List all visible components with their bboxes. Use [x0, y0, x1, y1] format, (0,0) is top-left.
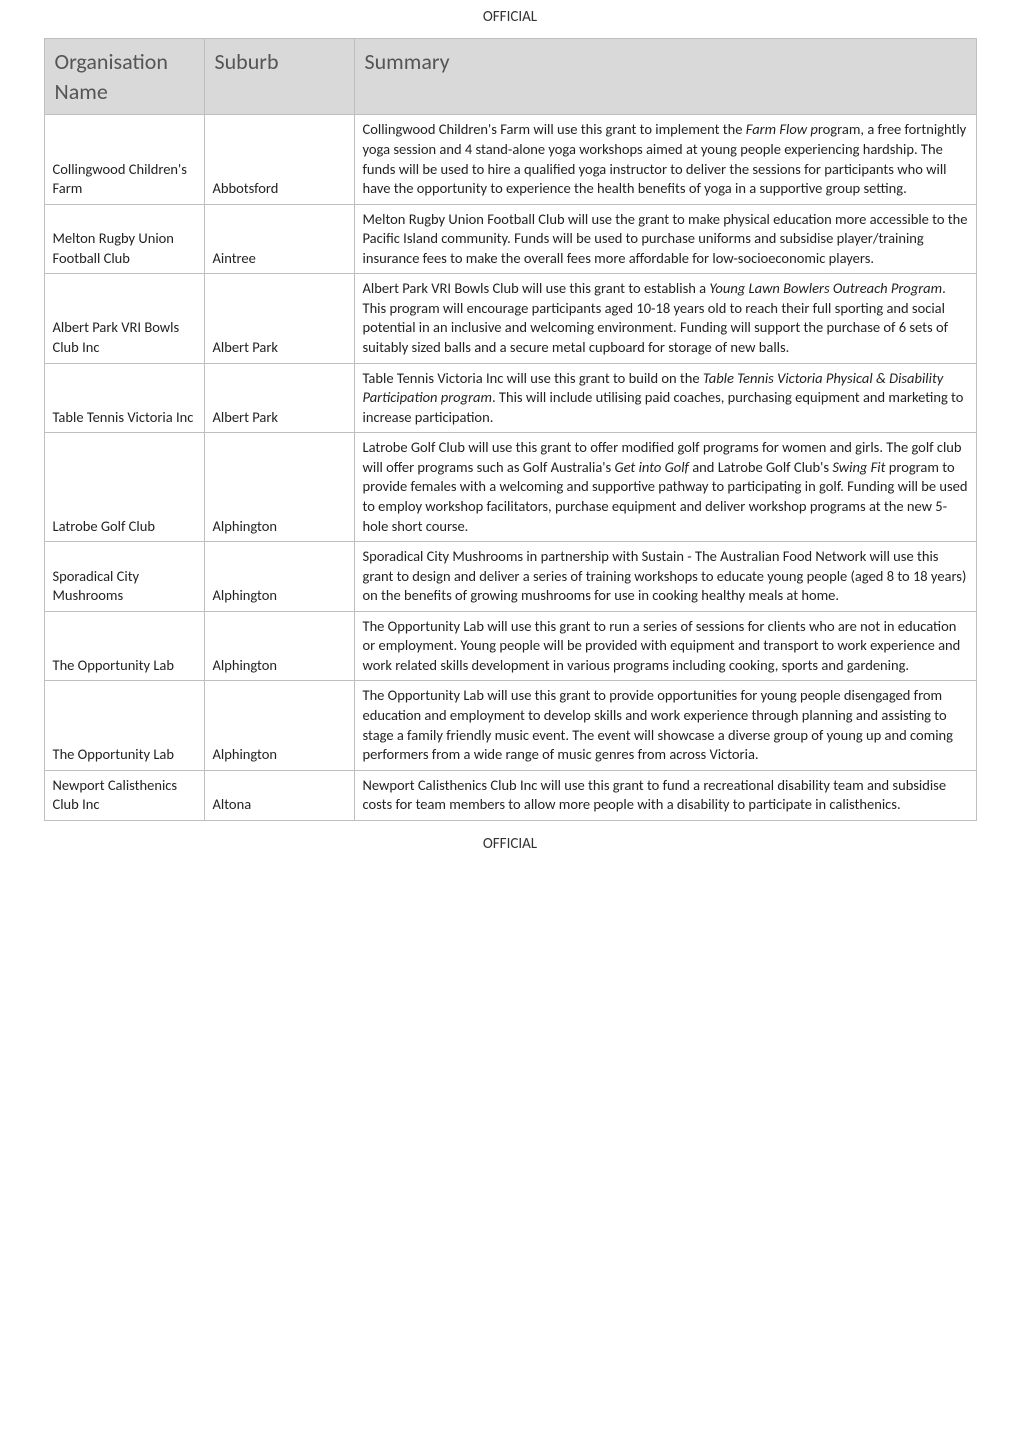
cell-summary: Newport Calisthenics Club Inc will use t…: [354, 770, 976, 820]
cell-org: Collingwood Children's Farm: [44, 115, 204, 204]
cell-suburb: Abbotsford: [204, 115, 354, 204]
table-row: The Opportunity LabAlphingtonThe Opportu…: [44, 681, 976, 770]
cell-org: Newport Calisthenics Club Inc: [44, 770, 204, 820]
cell-org: Latrobe Golf Club: [44, 433, 204, 542]
cell-org: The Opportunity Lab: [44, 681, 204, 770]
cell-org: Table Tennis Victoria Inc: [44, 363, 204, 433]
cell-suburb: Alphington: [204, 611, 354, 681]
cell-summary: Latrobe Golf Club will use this grant to…: [354, 433, 976, 542]
cell-summary: Melton Rugby Union Football Club will us…: [354, 204, 976, 274]
table-row: Melton Rugby Union Football ClubAintreeM…: [44, 204, 976, 274]
cell-suburb: Aintree: [204, 204, 354, 274]
cell-org: Melton Rugby Union Football Club: [44, 204, 204, 274]
cell-summary: The Opportunity Lab will use this grant …: [354, 611, 976, 681]
cell-suburb: Altona: [204, 770, 354, 820]
table-row: Collingwood Children's FarmAbbotsfordCol…: [44, 115, 976, 204]
col-header-org: Organisation Name: [44, 39, 204, 115]
table-row: The Opportunity LabAlphingtonThe Opportu…: [44, 611, 976, 681]
cell-summary: Table Tennis Victoria Inc will use this …: [354, 363, 976, 433]
table-row: Albert Park VRI Bowls Club IncAlbert Par…: [44, 274, 976, 363]
cell-suburb: Alphington: [204, 433, 354, 542]
cell-suburb: Albert Park: [204, 274, 354, 363]
cell-org: Sporadical City Mushrooms: [44, 542, 204, 612]
cell-summary: Collingwood Children's Farm will use thi…: [354, 115, 976, 204]
page-header-label: OFFICIAL: [0, 0, 1020, 38]
grants-table: Organisation Name Suburb Summary Colling…: [44, 38, 977, 821]
cell-org: Albert Park VRI Bowls Club Inc: [44, 274, 204, 363]
cell-suburb: Albert Park: [204, 363, 354, 433]
table-row: Latrobe Golf ClubAlphingtonLatrobe Golf …: [44, 433, 976, 542]
table-row: Sporadical City MushroomsAlphingtonSpora…: [44, 542, 976, 612]
col-header-suburb: Suburb: [204, 39, 354, 115]
page-footer-label: OFFICIAL: [0, 821, 1020, 861]
cell-suburb: Alphington: [204, 542, 354, 612]
cell-summary: Albert Park VRI Bowls Club will use this…: [354, 274, 976, 363]
cell-summary: Sporadical City Mushrooms in partnership…: [354, 542, 976, 612]
cell-summary: The Opportunity Lab will use this grant …: [354, 681, 976, 770]
cell-org: The Opportunity Lab: [44, 611, 204, 681]
col-header-summary: Summary: [354, 39, 976, 115]
table-row: Newport Calisthenics Club IncAltonaNewpo…: [44, 770, 976, 820]
table-row: Table Tennis Victoria IncAlbert ParkTabl…: [44, 363, 976, 433]
table-header-row: Organisation Name Suburb Summary: [44, 39, 976, 115]
table-body: Collingwood Children's FarmAbbotsfordCol…: [44, 115, 976, 820]
cell-suburb: Alphington: [204, 681, 354, 770]
